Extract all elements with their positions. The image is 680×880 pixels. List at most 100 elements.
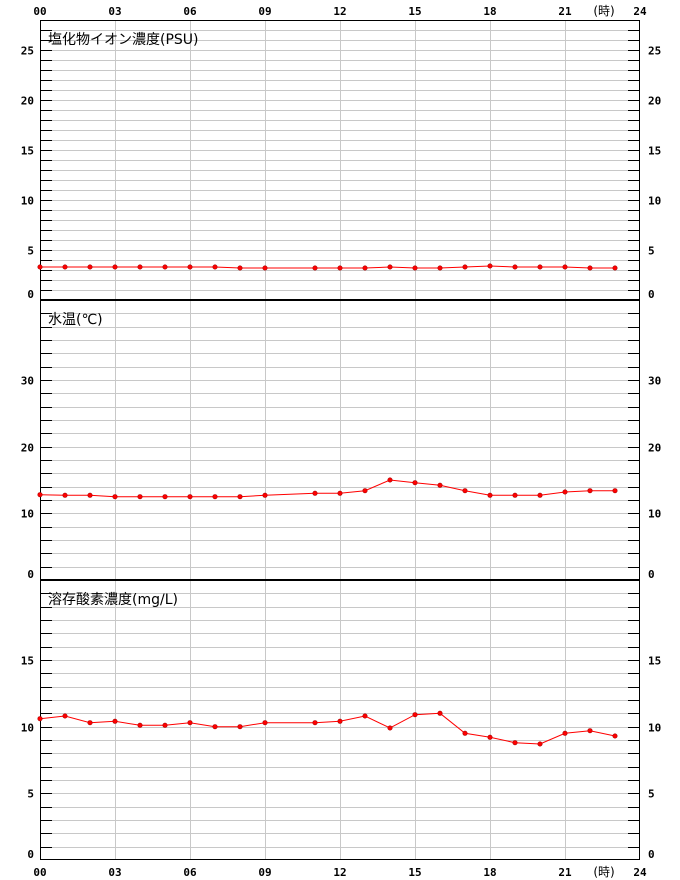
data-point (337, 490, 343, 496)
y-tick-label-right: 10 (648, 722, 661, 735)
series-line (39, 712, 616, 745)
x-tick-label-top: 03 (108, 5, 121, 18)
data-point (112, 718, 118, 724)
panel-frame (40, 20, 640, 300)
data-point (37, 716, 43, 722)
x-tick-label-bottom: 03 (108, 866, 121, 879)
x-tick-label-top: 21 (558, 5, 572, 18)
y-tick-label-left: 20 (21, 442, 34, 455)
series-line (39, 479, 615, 498)
data-point (537, 741, 543, 747)
data-point (387, 264, 393, 270)
x-tick-label-bottom: 15 (408, 866, 421, 879)
data-point (362, 713, 368, 719)
data-point (587, 488, 593, 494)
data-point (137, 264, 143, 270)
panel-frame (40, 300, 640, 580)
data-point (212, 494, 218, 500)
data-point (487, 734, 493, 740)
data-point (587, 728, 593, 734)
y-tick-label-left: 10 (21, 195, 34, 208)
data-point (437, 710, 443, 716)
data-point (237, 494, 243, 500)
data-point (612, 265, 618, 271)
data-point (212, 724, 218, 730)
x-tick-label-bottom: 09 (258, 866, 271, 879)
data-point (262, 265, 268, 271)
y-tick-label-right: 20 (648, 95, 661, 108)
y-tick-label-right: 15 (648, 145, 661, 158)
data-point (187, 494, 193, 500)
x-tick-label-top: 24 (633, 5, 647, 18)
data-point (562, 264, 568, 270)
data-point (337, 718, 343, 724)
data-point (162, 264, 168, 270)
data-point (612, 488, 618, 494)
data-point (387, 725, 393, 731)
data-point (62, 713, 68, 719)
data-point (512, 740, 518, 746)
data-point (462, 730, 468, 736)
y-tick-label-left: 15 (21, 145, 34, 158)
x-tick-label-top: 12 (333, 5, 346, 18)
panel-title: 水温(℃) (48, 312, 103, 328)
y-tick-label-left: 5 (27, 788, 34, 801)
data-point (337, 265, 343, 271)
data-point (187, 264, 193, 270)
data-point (512, 492, 518, 498)
y-tick-label-right: 25 (648, 45, 661, 58)
y-tick-label-left: 30 (21, 375, 34, 388)
y-tick-label-left: 0 (27, 848, 34, 861)
data-point (612, 733, 618, 739)
y-tick-label-right: 10 (648, 508, 661, 521)
x-tick-label-bottom: 06 (183, 866, 197, 879)
y-tick-label-left: 20 (21, 95, 34, 108)
x-tick-label-bottom: 18 (483, 866, 496, 879)
y-tick-label-left: 0 (27, 568, 34, 581)
y-tick-label-right: 20 (648, 442, 661, 455)
y-tick-label-left: 15 (21, 655, 34, 668)
x-unit-label-top: (時) (593, 4, 614, 18)
x-tick-label-top: 06 (183, 5, 197, 18)
data-point (62, 264, 68, 270)
data-point (162, 722, 168, 728)
x-tick-label-bottom: 24 (633, 866, 647, 879)
data-point (137, 494, 143, 500)
x-tick-label-top: 18 (483, 5, 496, 18)
y-tick-label-left: 0 (27, 288, 34, 301)
data-point (87, 492, 93, 498)
y-tick-label-right: 0 (648, 568, 655, 581)
y-tick-label-right: 10 (648, 195, 661, 208)
data-point (437, 482, 443, 488)
data-point (312, 490, 318, 496)
data-point (587, 265, 593, 271)
data-point (137, 722, 143, 728)
y-tick-label-left: 10 (21, 508, 34, 521)
data-point (262, 720, 268, 726)
data-point (412, 480, 418, 486)
data-point (37, 264, 43, 270)
data-point (562, 489, 568, 495)
y-tick-label-left: 5 (27, 245, 34, 258)
data-point (437, 265, 443, 271)
data-point (487, 492, 493, 498)
data-point (262, 492, 268, 498)
data-point (87, 720, 93, 726)
data-point (537, 492, 543, 498)
data-point (387, 477, 393, 483)
data-point (462, 264, 468, 270)
y-tick-label-right: 30 (648, 375, 661, 388)
data-point (412, 712, 418, 718)
data-point (62, 492, 68, 498)
y-tick-label-left: 10 (21, 722, 34, 735)
data-point (362, 488, 368, 494)
series-line (40, 265, 615, 269)
data-point (162, 494, 168, 500)
x-tick-label-top: 15 (408, 5, 421, 18)
data-point (512, 264, 518, 270)
data-point (412, 265, 418, 271)
data-point (187, 720, 193, 726)
data-point (562, 730, 568, 736)
data-point (537, 264, 543, 270)
data-point (212, 264, 218, 270)
